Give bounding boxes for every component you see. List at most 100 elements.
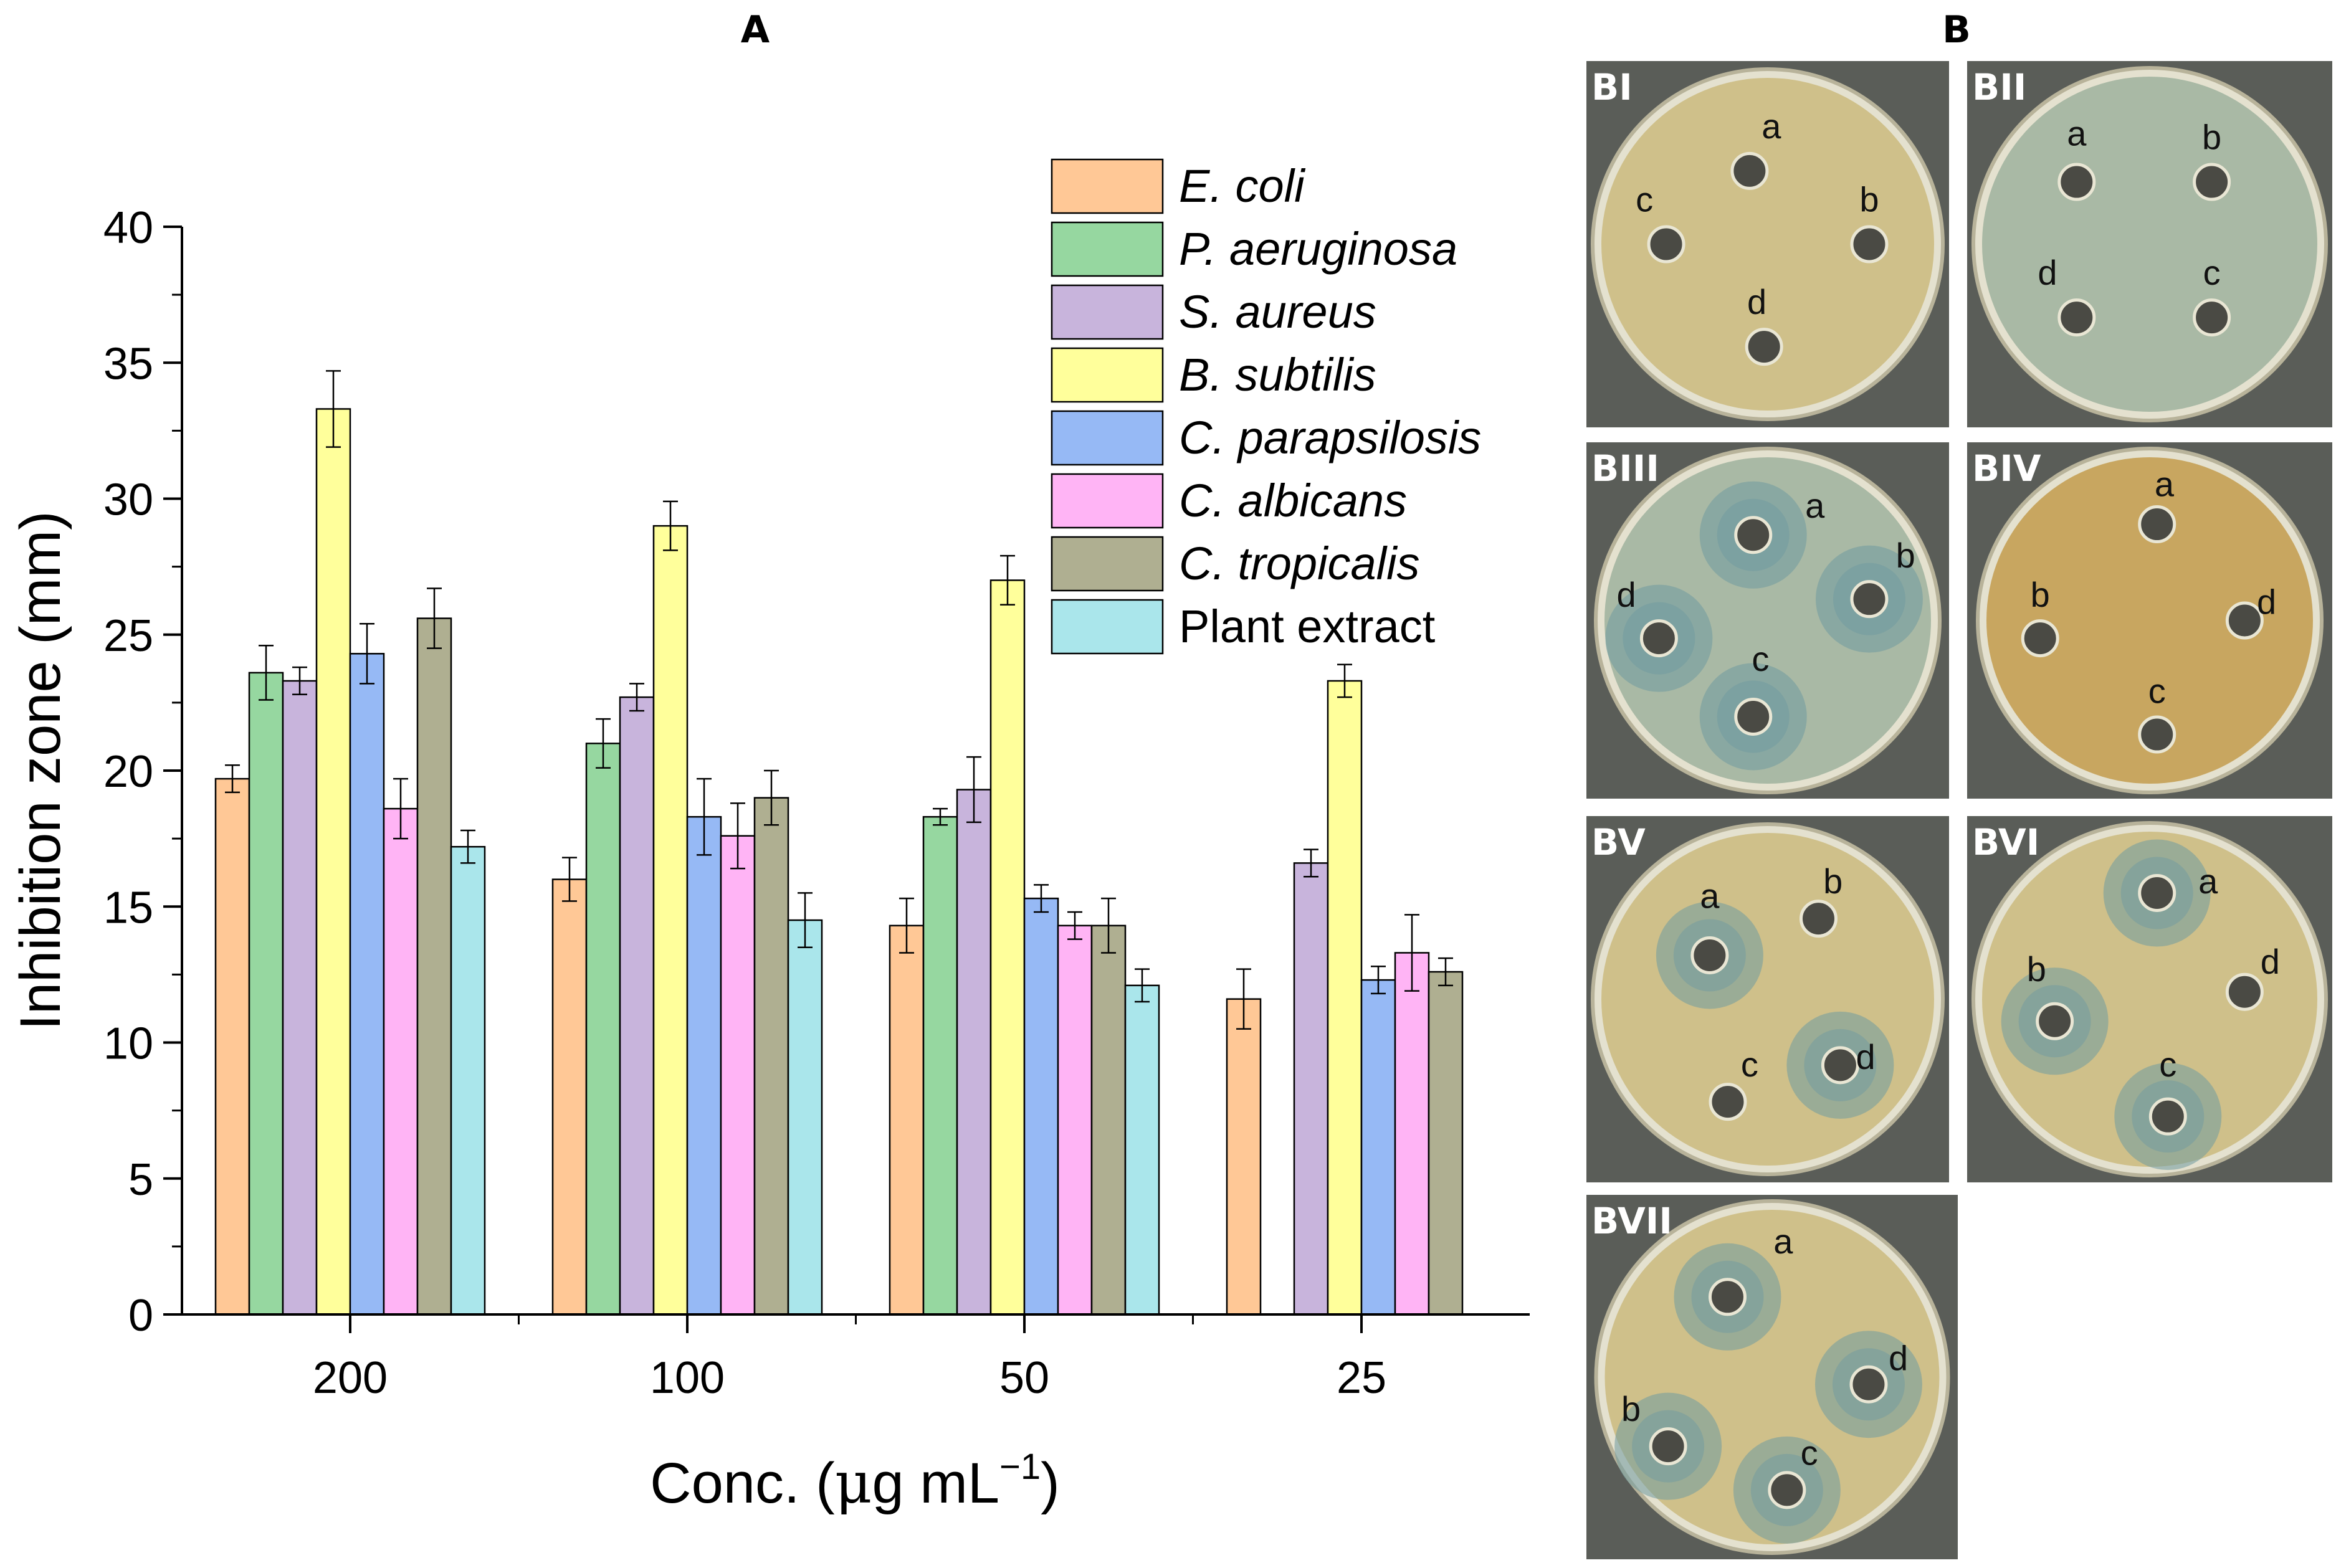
x-tick-label: 100: [650, 1353, 725, 1403]
well-label: a: [1762, 107, 1781, 146]
panel-b-letter: B: [1942, 8, 1971, 52]
legend-swatch: [1051, 221, 1164, 277]
bars-layer: [214, 408, 1464, 1316]
agar-surface: [1601, 833, 1934, 1166]
agar-well: [2036, 1002, 2074, 1040]
well-label: d: [2038, 253, 2057, 292]
bar: [248, 672, 284, 1316]
bar: [1023, 897, 1059, 1316]
well-label: d: [2261, 942, 2280, 981]
legend-entry: B. subtilis: [1179, 349, 1376, 401]
agar-well: [1709, 1083, 1747, 1121]
bar: [1226, 998, 1262, 1316]
y-tick-label: 20: [103, 747, 153, 797]
agar-well: [2148, 1097, 2187, 1136]
well-label: c: [1636, 179, 1653, 219]
bar: [585, 743, 621, 1316]
bar: [1428, 971, 1464, 1316]
well-label: d: [2257, 582, 2276, 621]
y-tick-label: 5: [128, 1155, 153, 1205]
bar: [889, 924, 925, 1316]
well-label: c: [1801, 1433, 1818, 1472]
bar: [416, 617, 452, 1316]
legend-entry: S. aureus: [1179, 286, 1376, 338]
x-title-close: ): [1041, 1452, 1060, 1515]
agar-well: [1745, 328, 1783, 366]
legend-swatch: [1051, 158, 1164, 214]
x-title-mu: μ: [835, 1450, 872, 1516]
agar-well: [1799, 900, 1838, 938]
well-label: c: [2148, 671, 2166, 710]
well-label: d: [1889, 1338, 1908, 1377]
plate-label: BI: [1591, 66, 1633, 108]
agar-plate: a b d c BIII: [1586, 442, 1949, 799]
x-tick-label: 200: [313, 1353, 388, 1403]
agar-well: [1649, 1427, 1687, 1466]
bar: [922, 815, 958, 1316]
y-axis-title: Inhibition zone (mm): [9, 511, 72, 1030]
agar-plates-panel: a b c d BI a b d c BII a b d c BIII a b d c BIV a b c d BV a b d c BV…: [1586, 61, 2332, 1559]
well-label: c: [2159, 1045, 2176, 1084]
well-label: b: [1823, 862, 1843, 901]
bar: [1293, 862, 1329, 1316]
legend-entry: E. coli: [1179, 160, 1306, 212]
legend-entry: Plant extract: [1179, 601, 1436, 652]
x-title-main: Conc. (: [650, 1452, 835, 1515]
y-ticks: 0 5 10 15 20 25 30 35 40: [103, 203, 182, 1341]
legend-swatch: [1051, 284, 1164, 340]
agar-well: [1821, 1046, 1859, 1085]
agar-well: [1647, 225, 1685, 264]
legend-swatch: [1051, 473, 1164, 529]
agar-well: [2057, 163, 2096, 201]
well-label: b: [1859, 179, 1879, 219]
agar-well: [2193, 298, 2231, 337]
bar: [787, 919, 823, 1316]
well-label: a: [2155, 465, 2175, 504]
x-title-sup: −1: [999, 1447, 1041, 1487]
bar: [753, 797, 789, 1316]
agar-surface: [1982, 77, 2317, 412]
bar: [720, 835, 756, 1316]
x-tick-label: 50: [999, 1353, 1049, 1403]
agar-well: [1850, 225, 1889, 264]
bar: [282, 680, 318, 1316]
well-label: b: [1896, 536, 1915, 575]
well-label: b: [2202, 117, 2221, 156]
legend-entry: C. albicans: [1179, 475, 1407, 526]
agar-plate: a b c d BV: [1586, 816, 1949, 1182]
agar-well: [1730, 151, 1769, 190]
well-label: c: [1752, 639, 1769, 678]
well-label: a: [2198, 862, 2218, 901]
legend-swatch: [1051, 536, 1164, 592]
agar-well: [2138, 715, 2176, 754]
error-bars-layer: [225, 370, 1453, 1030]
well-label: a: [1805, 486, 1825, 525]
well-label: c: [1741, 1045, 1758, 1084]
y-tick-label: 30: [103, 475, 153, 525]
well-label: a: [1700, 876, 1720, 915]
legend-swatch: [1051, 410, 1164, 466]
well-label: b: [2031, 575, 2050, 614]
bar: [989, 579, 1026, 1316]
bar: [383, 807, 419, 1316]
agar-well: [1734, 516, 1773, 554]
plate-label: BVII: [1591, 1200, 1672, 1242]
agar-well: [1768, 1471, 1806, 1509]
plate-label: BIV: [1972, 447, 2041, 490]
legend-entry: C. tropicalis: [1179, 538, 1420, 589]
agar-plate: a b d c BII: [1967, 61, 2332, 427]
bar: [652, 525, 689, 1316]
well-label: d: [1616, 575, 1636, 614]
agar-surface: [1601, 78, 1934, 411]
x-axis-title: Conc. (μg mL−1): [650, 1447, 1060, 1516]
bar: [349, 653, 385, 1316]
well-label: c: [2203, 253, 2221, 292]
x-tick-label: 25: [1337, 1353, 1386, 1403]
agar-well: [1708, 1278, 1747, 1316]
bar: [214, 777, 250, 1316]
agar-surface: [1604, 457, 1931, 784]
legend-entry: P. aeruginosa: [1179, 223, 1457, 275]
x-ticks: 200 100 50 25: [313, 1314, 1386, 1403]
bar: [551, 878, 588, 1316]
agar-plate: a b d c BIV: [1967, 442, 2332, 799]
